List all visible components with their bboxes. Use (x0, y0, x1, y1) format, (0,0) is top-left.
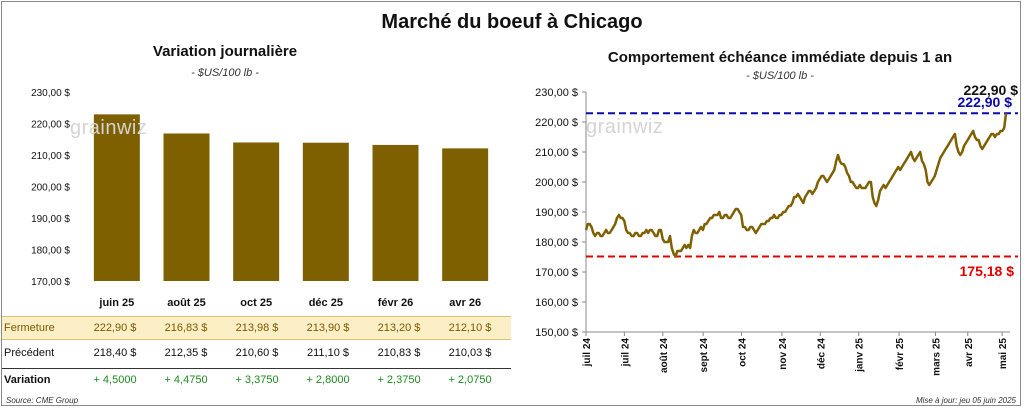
cell-fermeture-6: 212,10 $ (448, 322, 492, 334)
cell-precedent-4: 211,10 $ (306, 347, 349, 359)
daily-variation-bar-chart: 170,00 $ 180,00 $ 190,00 $ 200,00 $ 210,00 $… (31, 88, 489, 309)
bar (442, 148, 489, 281)
bar (302, 142, 349, 281)
table-row-variation: Variation + 4,5000 + 4,4750 + 3,3750 + 2… (2, 368, 511, 391)
y-tick-label: 210,00 $ (31, 151, 70, 162)
bar (163, 133, 210, 281)
y-tick-label: 170,00 $ (31, 277, 70, 288)
y-tick-label: 200,00 $ (31, 183, 70, 194)
cell-variation-6: + 2,0750 (448, 374, 492, 386)
x-tick-label: févr 26 (378, 297, 413, 309)
y-tick-label: 210,00 $ (535, 147, 578, 159)
y-tick-label: 170,00 $ (535, 267, 578, 279)
source-note: Source: CME Group (6, 396, 79, 405)
price-series-line (584, 113, 1008, 258)
cell-fermeture-2: 216,83 $ (164, 322, 208, 334)
bar (233, 142, 280, 281)
bar (93, 114, 140, 282)
y-tick-label: 230,00 $ (31, 88, 70, 99)
row-label-precedent: Précédent (4, 347, 55, 359)
x-tick-label: févr 25 (895, 338, 906, 371)
y-tick-label: 220,00 $ (31, 120, 70, 131)
cell-fermeture-3: 213,98 $ (235, 322, 279, 334)
x-tick-label: août 25 (167, 297, 206, 309)
y-tick-label: 220,00 $ (535, 117, 578, 129)
y-tick-label: 190,00 $ (31, 214, 70, 225)
grainwiz-logo-left: grainwiz (70, 117, 148, 139)
x-tick-label: juil 24 (620, 338, 631, 368)
cell-variation-4: + 2,8000 (306, 374, 350, 386)
x-tick-label: janv 25 (855, 338, 866, 373)
cell-variation-2: + 4,4750 (164, 374, 208, 386)
cell-precedent-2: 212,35 $ (164, 347, 208, 359)
x-tick-label: juil 24 (582, 338, 593, 368)
x-tick-label: oct 25 (240, 297, 272, 309)
x-tick-label: mars 25 (931, 338, 942, 376)
x-tick-label: avr 26 (449, 297, 481, 309)
right-subtitle: Comportement échéance immédiate depuis 1… (607, 49, 953, 66)
y-tick-label: 190,00 $ (535, 207, 578, 219)
right-unit: - $US/100 lb - (746, 70, 814, 82)
x-tick-label: déc 24 (816, 338, 827, 370)
left-subtitle: Variation journalière (152, 43, 298, 60)
last-value-label: 222,90 $ (964, 82, 1019, 98)
left-unit: - $US/100 lb - (191, 67, 259, 79)
cell-fermeture-1: 222,90 $ (93, 322, 137, 334)
y-tick-label: 180,00 $ (31, 246, 70, 257)
y-tick-label: 150,00 $ (535, 327, 578, 339)
x-tick-label: sept 24 (699, 338, 710, 373)
cell-precedent-1: 218,40 $ (93, 347, 137, 359)
x-tick-label: avr 25 (964, 338, 975, 367)
x-tick-label: juin 25 (98, 297, 134, 309)
page-title: Marché du boeuf à Chicago (381, 11, 643, 33)
x-tick-label: mai 25 (998, 338, 1009, 370)
x-tick-label: oct 24 (738, 338, 749, 367)
cell-precedent-3: 210,60 $ (235, 347, 279, 359)
row-label-variation: Variation (4, 374, 51, 386)
x-tick-label: nov 24 (778, 338, 789, 370)
row-label-fermeture: Fermeture (4, 322, 55, 334)
table-row-precedent: Précédent 218,40 $ 212,35 $ 210,60 $ 211… (2, 342, 511, 364)
min-value-label: 175,18 $ (960, 263, 1015, 279)
cell-fermeture-4: 213,90 $ (306, 322, 350, 334)
y-tick-label: 230,00 $ (535, 87, 578, 99)
y-tick-label: 200,00 $ (535, 177, 578, 189)
updated-note: Mise à jour: jeu 05 juin 2025 (915, 396, 1016, 405)
bar (372, 144, 419, 281)
cell-variation-1: + 4,5000 (93, 374, 137, 386)
x-tick-label: août 24 (659, 338, 670, 373)
cell-variation-3: + 3,3750 (235, 374, 279, 386)
max-value-label: 222,90 $ (958, 94, 1013, 110)
cell-fermeture-5: 213,20 $ (377, 322, 421, 334)
cell-precedent-6: 210,03 $ (448, 347, 492, 359)
grainwiz-logo-right: grainwiz (586, 116, 664, 138)
y-tick-label: 180,00 $ (535, 237, 578, 249)
table-row-fermeture: Fermeture 222,90 $ 216,83 $ 213,98 $ 213… (2, 316, 511, 340)
x-tick-label: déc 25 (309, 297, 343, 309)
cell-precedent-5: 210,83 $ (377, 347, 421, 359)
cell-variation-5: + 2,3750 (377, 374, 421, 386)
y-tick-label: 160,00 $ (535, 297, 578, 309)
